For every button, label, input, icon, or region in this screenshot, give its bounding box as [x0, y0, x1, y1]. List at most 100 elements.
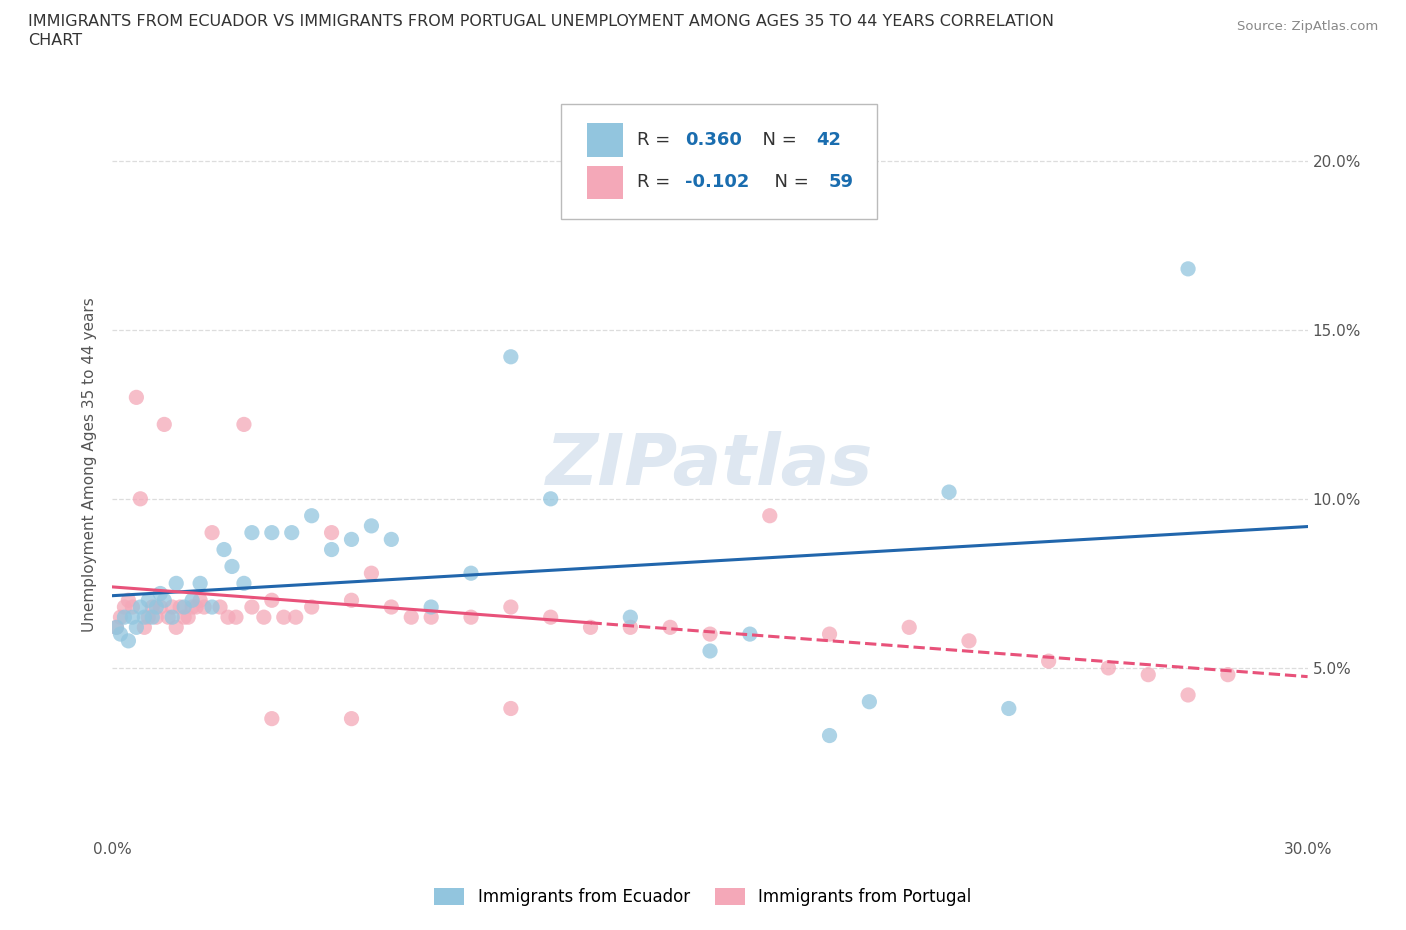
- Point: [138, 610, 160, 625]
- Point: [998, 701, 1021, 716]
- Text: N =: N =: [762, 173, 814, 192]
- Point: [460, 565, 482, 580]
- Point: [301, 509, 323, 524]
- FancyBboxPatch shape: [561, 104, 877, 219]
- Point: [141, 600, 163, 615]
- Point: [340, 592, 363, 607]
- Point: [499, 701, 522, 716]
- Point: [117, 592, 139, 607]
- Point: [145, 600, 167, 615]
- Text: 59: 59: [828, 173, 853, 192]
- Point: [134, 620, 156, 635]
- Point: [659, 620, 682, 635]
- Point: [201, 525, 224, 540]
- Point: [149, 600, 172, 615]
- FancyBboxPatch shape: [586, 123, 623, 156]
- Point: [273, 610, 295, 625]
- Point: [145, 610, 167, 625]
- Point: [240, 525, 263, 540]
- Point: [420, 600, 443, 615]
- Text: R =: R =: [637, 173, 676, 192]
- Point: [260, 711, 283, 726]
- Point: [177, 610, 200, 625]
- Point: [157, 610, 180, 625]
- Point: [540, 610, 562, 625]
- Point: [281, 525, 304, 540]
- Point: [225, 610, 247, 625]
- Point: [460, 610, 482, 625]
- Point: [153, 592, 176, 607]
- Point: [699, 627, 721, 642]
- Point: [233, 576, 256, 591]
- Point: [1038, 654, 1060, 669]
- Point: [121, 610, 143, 625]
- Point: [818, 728, 841, 743]
- Point: [360, 565, 382, 580]
- Point: [173, 600, 195, 615]
- Point: [1137, 667, 1160, 682]
- Point: [162, 600, 183, 615]
- Point: [240, 600, 263, 615]
- Legend: Immigrants from Ecuador, Immigrants from Portugal: Immigrants from Ecuador, Immigrants from…: [427, 881, 979, 912]
- Point: [188, 592, 211, 607]
- Point: [738, 627, 761, 642]
- Point: [209, 600, 232, 615]
- Point: [186, 600, 208, 615]
- Point: [619, 610, 641, 625]
- Point: [173, 610, 195, 625]
- Point: [540, 491, 562, 506]
- Point: [321, 525, 343, 540]
- Point: [181, 592, 204, 607]
- Point: [260, 592, 283, 607]
- Point: [321, 542, 343, 557]
- Point: [110, 627, 132, 642]
- Point: [579, 620, 602, 635]
- Point: [121, 600, 143, 615]
- Point: [217, 610, 239, 625]
- Point: [125, 620, 148, 635]
- Point: [233, 417, 256, 432]
- Point: [125, 390, 148, 405]
- Text: R =: R =: [637, 131, 676, 149]
- Point: [380, 532, 402, 547]
- Point: [129, 491, 152, 506]
- Point: [114, 610, 135, 625]
- Point: [957, 633, 980, 648]
- Point: [699, 644, 721, 658]
- Text: N =: N =: [751, 131, 803, 149]
- Point: [188, 576, 211, 591]
- Point: [818, 627, 841, 642]
- Text: CHART: CHART: [28, 33, 82, 47]
- Text: 0.360: 0.360: [685, 131, 742, 149]
- Point: [284, 610, 307, 625]
- Text: IMMIGRANTS FROM ECUADOR VS IMMIGRANTS FROM PORTUGAL UNEMPLOYMENT AMONG AGES 35 T: IMMIGRANTS FROM ECUADOR VS IMMIGRANTS FR…: [28, 14, 1054, 29]
- Point: [340, 711, 363, 726]
- Point: [301, 600, 323, 615]
- Point: [134, 610, 156, 625]
- Point: [117, 633, 139, 648]
- Point: [141, 610, 163, 625]
- Point: [165, 576, 187, 591]
- Point: [938, 485, 960, 499]
- FancyBboxPatch shape: [586, 166, 623, 199]
- Point: [1216, 667, 1239, 682]
- Point: [1177, 261, 1199, 276]
- Point: [898, 620, 921, 635]
- Text: Source: ZipAtlas.com: Source: ZipAtlas.com: [1237, 20, 1378, 33]
- Point: [499, 600, 522, 615]
- Point: [360, 518, 382, 533]
- Point: [193, 600, 215, 615]
- Point: [401, 610, 423, 625]
- Point: [380, 600, 402, 615]
- Point: [759, 509, 782, 524]
- Text: 42: 42: [817, 131, 841, 149]
- Point: [499, 350, 522, 365]
- Point: [138, 592, 160, 607]
- Point: [212, 542, 235, 557]
- Point: [260, 525, 283, 540]
- Point: [129, 600, 152, 615]
- Point: [169, 600, 191, 615]
- Text: ZIPatlas: ZIPatlas: [547, 431, 873, 499]
- Point: [221, 559, 243, 574]
- Point: [105, 620, 128, 635]
